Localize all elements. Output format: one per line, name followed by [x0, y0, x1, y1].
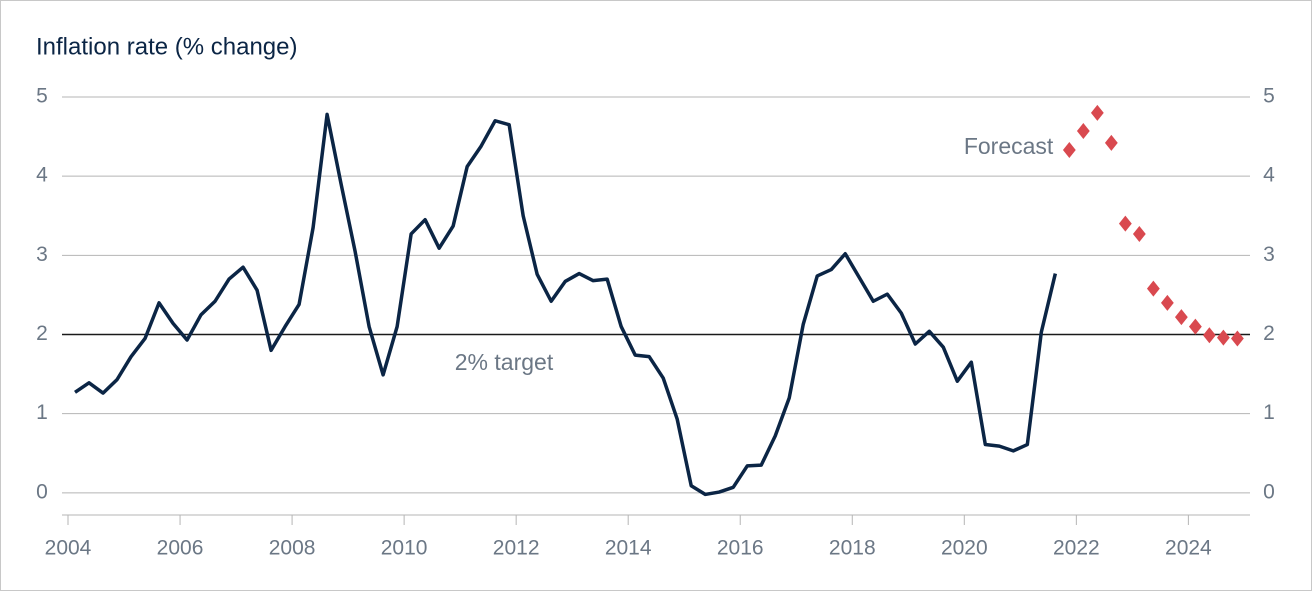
x-tick-label: 2024 — [1165, 537, 1212, 560]
y-tick-label: 1 — [36, 401, 48, 424]
target-label: 2% target — [455, 349, 554, 375]
x-tick-label: 2022 — [1053, 537, 1100, 560]
forecast-label: Forecast — [964, 133, 1054, 159]
y2-tick-label: 5 — [1263, 85, 1275, 108]
forecast-point — [1174, 309, 1188, 326]
y2-tick-label: 1 — [1263, 401, 1275, 424]
forecast-point — [1202, 327, 1216, 344]
y-tick-label: 0 — [36, 480, 48, 503]
y-tick-label: 2 — [36, 322, 48, 345]
inflation-line — [74, 112, 1058, 497]
x-tick-label: 2020 — [941, 537, 988, 560]
forecast-point — [1104, 134, 1118, 151]
forecast-point — [1216, 329, 1230, 346]
y2-tick-label: 4 — [1263, 164, 1275, 187]
y-tick-label: 4 — [36, 164, 48, 187]
x-tick-label: 2016 — [717, 537, 764, 560]
forecast-point — [1188, 318, 1202, 335]
forecast-point — [1230, 330, 1244, 347]
y2-tick-label: 2 — [1263, 322, 1275, 345]
chart-title: Inflation rate (% change) — [36, 33, 297, 60]
forecast-point — [1146, 280, 1160, 297]
y2-tick-label: 3 — [1263, 243, 1275, 266]
y-tick-label: 3 — [36, 243, 48, 266]
x-tick-label: 2014 — [605, 537, 652, 560]
forecast-point — [1090, 104, 1104, 121]
forecast-point — [1132, 225, 1146, 242]
x-tick-label: 2010 — [381, 537, 428, 560]
x-tick-label: 2012 — [493, 537, 540, 560]
forecast-point — [1062, 142, 1076, 159]
x-tick-label: 2008 — [269, 537, 316, 560]
y2-tick-label: 0 — [1263, 480, 1275, 503]
forecast-point — [1160, 294, 1174, 311]
x-tick-label: 2018 — [829, 537, 876, 560]
x-tick-label: 2006 — [157, 537, 204, 560]
forecast-point — [1118, 215, 1132, 232]
forecast-point — [1076, 123, 1090, 140]
y-tick-label: 5 — [36, 85, 48, 108]
x-tick-label: 2004 — [45, 537, 92, 560]
